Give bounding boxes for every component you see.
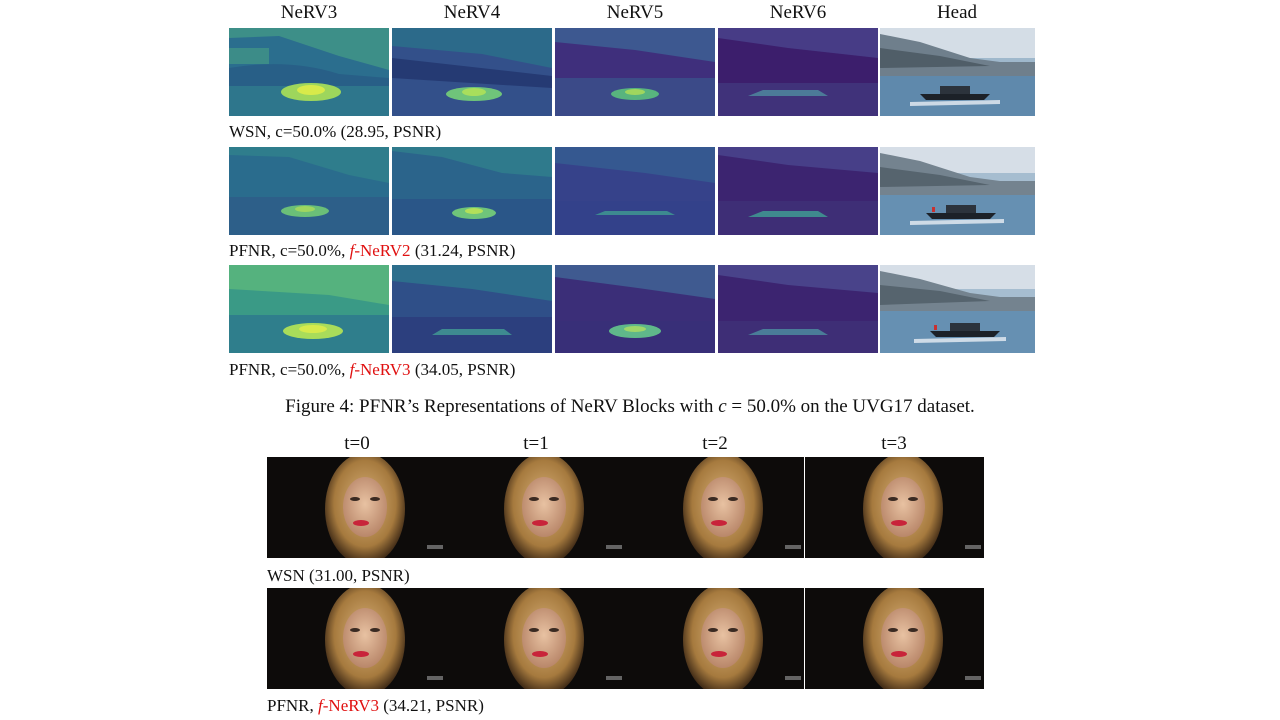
feature-map-image bbox=[555, 28, 715, 116]
feature-map-image bbox=[555, 147, 715, 235]
row-caption-pfnr-nerv3: PFNR, c=50.0%, f-NeRV3 (34.05, PSNR) bbox=[229, 360, 516, 379]
feature-map-image bbox=[718, 147, 878, 235]
boat-frame-image bbox=[880, 265, 1035, 353]
column-header-t1: t=1 bbox=[523, 433, 549, 454]
portrait-strip-pfnr bbox=[267, 588, 984, 689]
column-header-nerv3: NeRV3 bbox=[280, 2, 338, 23]
portrait-strip-wsn bbox=[267, 457, 984, 558]
row-caption-pfnr-portrait: PFNR, f-NeRV3 (34.21, PSNR) bbox=[267, 696, 484, 715]
feature-map-image bbox=[392, 28, 552, 116]
column-header-t3: t=3 bbox=[881, 433, 907, 454]
feature-map-image bbox=[718, 265, 878, 353]
row-caption-pfnr-nerv2: PFNR, c=50.0%, f-NeRV2 (31.24, PSNR) bbox=[229, 241, 516, 260]
column-header-t0: t=0 bbox=[344, 433, 370, 454]
column-header-nerv5: NeRV5 bbox=[606, 2, 664, 23]
feature-map-image bbox=[392, 265, 552, 353]
boat-frame-image bbox=[880, 28, 1035, 116]
boat-frame-image bbox=[880, 147, 1035, 235]
feature-map-image bbox=[392, 147, 552, 235]
column-header-t2: t=2 bbox=[702, 433, 728, 454]
feature-map-image bbox=[229, 147, 389, 235]
column-header-nerv4: NeRV4 bbox=[443, 2, 501, 23]
column-header-head: Head bbox=[936, 2, 978, 23]
feature-map-image bbox=[229, 28, 389, 116]
feature-map-image bbox=[229, 265, 389, 353]
row-caption-wsn-portrait: WSN (31.00, PSNR) bbox=[267, 566, 410, 585]
row-caption-wsn: WSN, c=50.0% (28.95, PSNR) bbox=[229, 122, 442, 141]
column-header-nerv6: NeRV6 bbox=[769, 2, 827, 23]
feature-map-image bbox=[718, 28, 878, 116]
figure-caption: Figure 4: PFNR’s Representations of NeRV… bbox=[285, 396, 975, 417]
feature-map-image bbox=[555, 265, 715, 353]
